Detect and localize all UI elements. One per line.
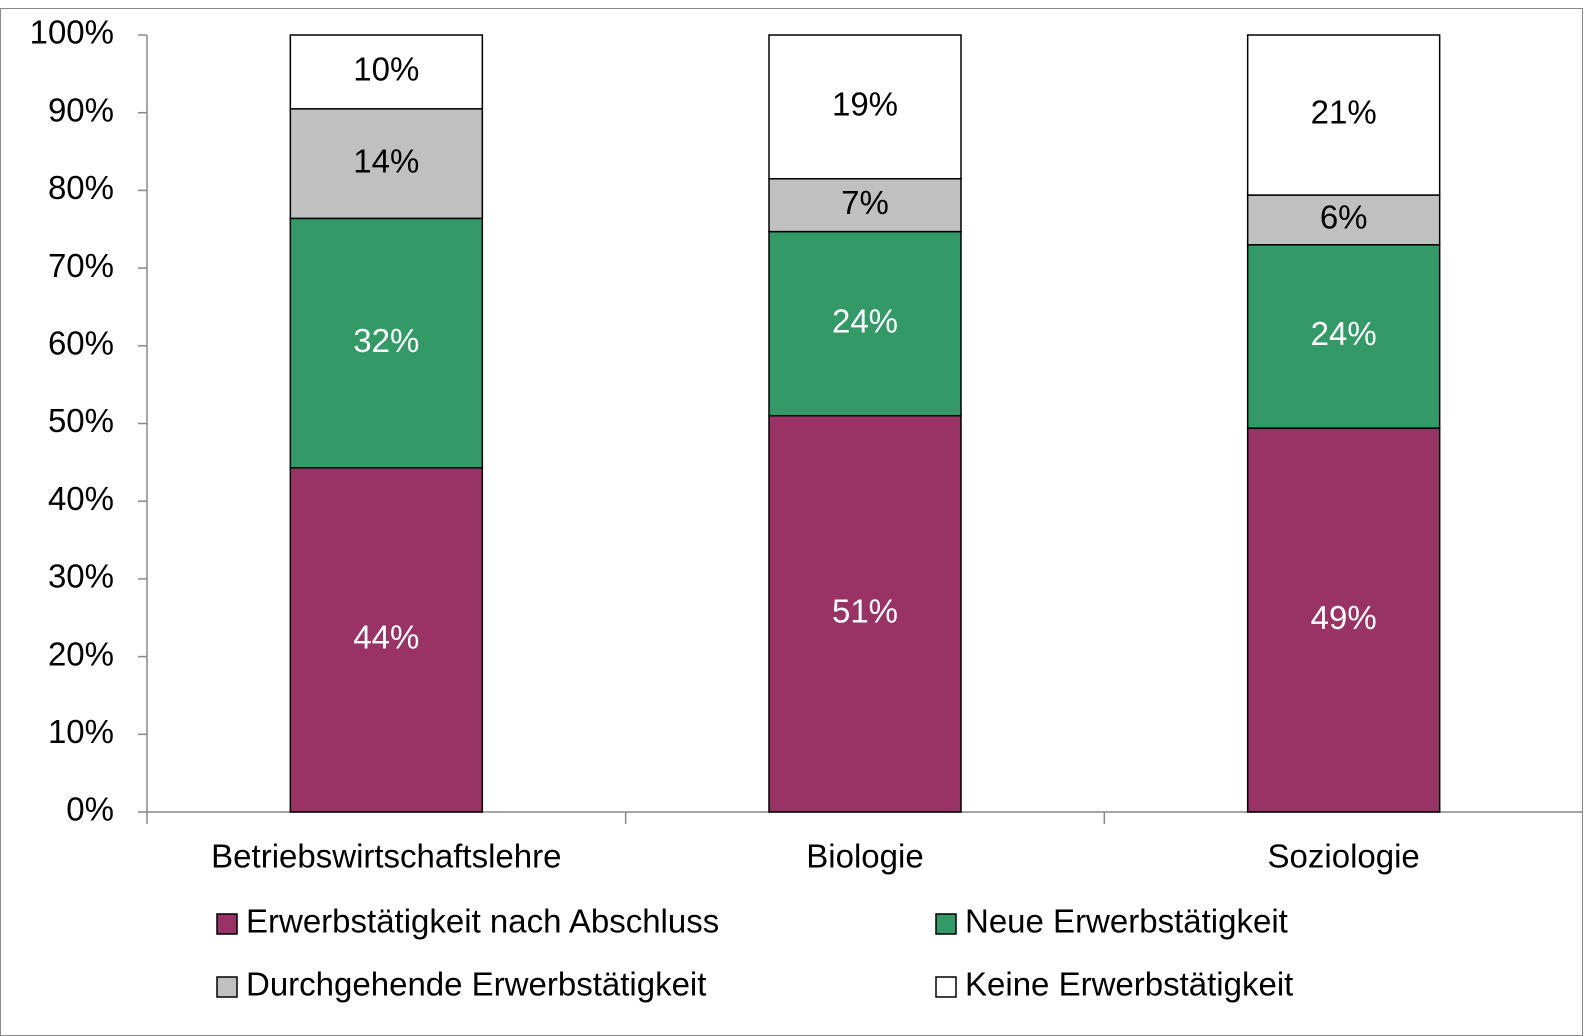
bar-segment	[289, 108, 484, 220]
bar-segment	[289, 467, 484, 813]
y-tick-label: 100%	[30, 14, 114, 51]
data-label: 44%	[353, 619, 419, 656]
data-label: 32%	[353, 322, 419, 359]
data-label: 24%	[832, 302, 898, 339]
bar-segment	[768, 177, 962, 233]
data-label: 6%	[1320, 199, 1368, 236]
legend-label: Keine Erwerbstätigkeit	[965, 966, 1293, 1003]
data-label: 7%	[841, 184, 889, 221]
data-label: 14%	[353, 142, 419, 179]
bar-segment	[768, 230, 962, 417]
data-label: 19%	[832, 86, 898, 123]
y-tick-label: 60%	[48, 325, 114, 362]
legend-label: Durchgehende Erwerbstätigkeit	[246, 966, 706, 1003]
bar-segment	[1246, 427, 1441, 813]
data-label: 24%	[1311, 315, 1377, 352]
bar-segment	[768, 414, 962, 813]
legend-label: Erwerbstätigkeit nach Abschluss	[246, 903, 719, 940]
data-label: 49%	[1311, 599, 1377, 636]
y-tick-label: 50%	[48, 402, 114, 439]
bar-segment	[289, 34, 484, 110]
y-tick-label: 80%	[48, 169, 114, 206]
legend-swatch	[935, 976, 957, 998]
legend-swatch	[935, 913, 957, 935]
y-tick-label: 0%	[66, 791, 114, 828]
y-tick-label: 90%	[48, 91, 114, 128]
y-tick-label: 10%	[48, 713, 114, 750]
data-label: 51%	[832, 593, 898, 630]
x-tick-label: Betriebswirtschaftslehre	[211, 838, 561, 875]
bar-segment	[768, 34, 962, 180]
data-label: 10%	[353, 51, 419, 88]
bar-segment	[1246, 244, 1441, 429]
legend-swatch	[216, 976, 238, 998]
bar-segment	[1246, 34, 1441, 196]
y-tick-label: 70%	[48, 247, 114, 284]
legend-swatch	[216, 913, 238, 935]
y-tick-label: 20%	[48, 635, 114, 672]
x-tick-label: Soziologie	[1268, 838, 1420, 875]
bar-segment	[289, 217, 484, 469]
legend-label: Neue Erwerbstätigkeit	[965, 903, 1288, 940]
y-tick-label: 40%	[48, 480, 114, 517]
data-label: 21%	[1311, 94, 1377, 131]
y-tick-label: 30%	[48, 558, 114, 595]
bar-segment	[1246, 194, 1441, 246]
x-tick-label: Biologie	[806, 838, 923, 875]
